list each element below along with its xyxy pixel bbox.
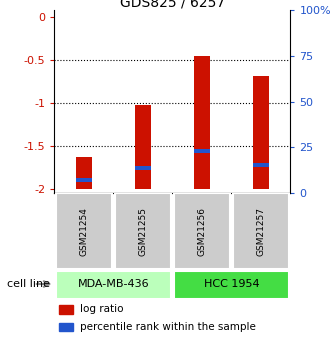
Bar (135, 105, 151, 189)
Bar (56, 193, 112, 269)
Text: cell line: cell line (7, 279, 50, 289)
Bar (76, 178, 92, 183)
Bar (56, 270, 171, 298)
Bar (59, 323, 73, 331)
Bar (174, 270, 289, 298)
Text: GSM21255: GSM21255 (138, 207, 148, 256)
Title: GDS825 / 6257: GDS825 / 6257 (120, 0, 225, 9)
Text: GSM21257: GSM21257 (256, 207, 265, 256)
Bar (194, 56, 210, 189)
Text: HCC 1954: HCC 1954 (204, 279, 259, 289)
Bar (174, 193, 230, 269)
Text: percentile rank within the sample: percentile rank within the sample (81, 322, 256, 332)
Text: log ratio: log ratio (81, 305, 124, 314)
Bar (233, 193, 289, 269)
Text: GSM21254: GSM21254 (80, 207, 88, 256)
Bar (253, 76, 269, 189)
Bar (194, 149, 210, 153)
Text: MDA-MB-436: MDA-MB-436 (78, 279, 149, 289)
Bar (59, 305, 73, 314)
Bar (76, 157, 92, 189)
Bar (135, 166, 151, 170)
Text: GSM21256: GSM21256 (197, 207, 207, 256)
Bar (115, 193, 171, 269)
Bar (253, 163, 269, 167)
